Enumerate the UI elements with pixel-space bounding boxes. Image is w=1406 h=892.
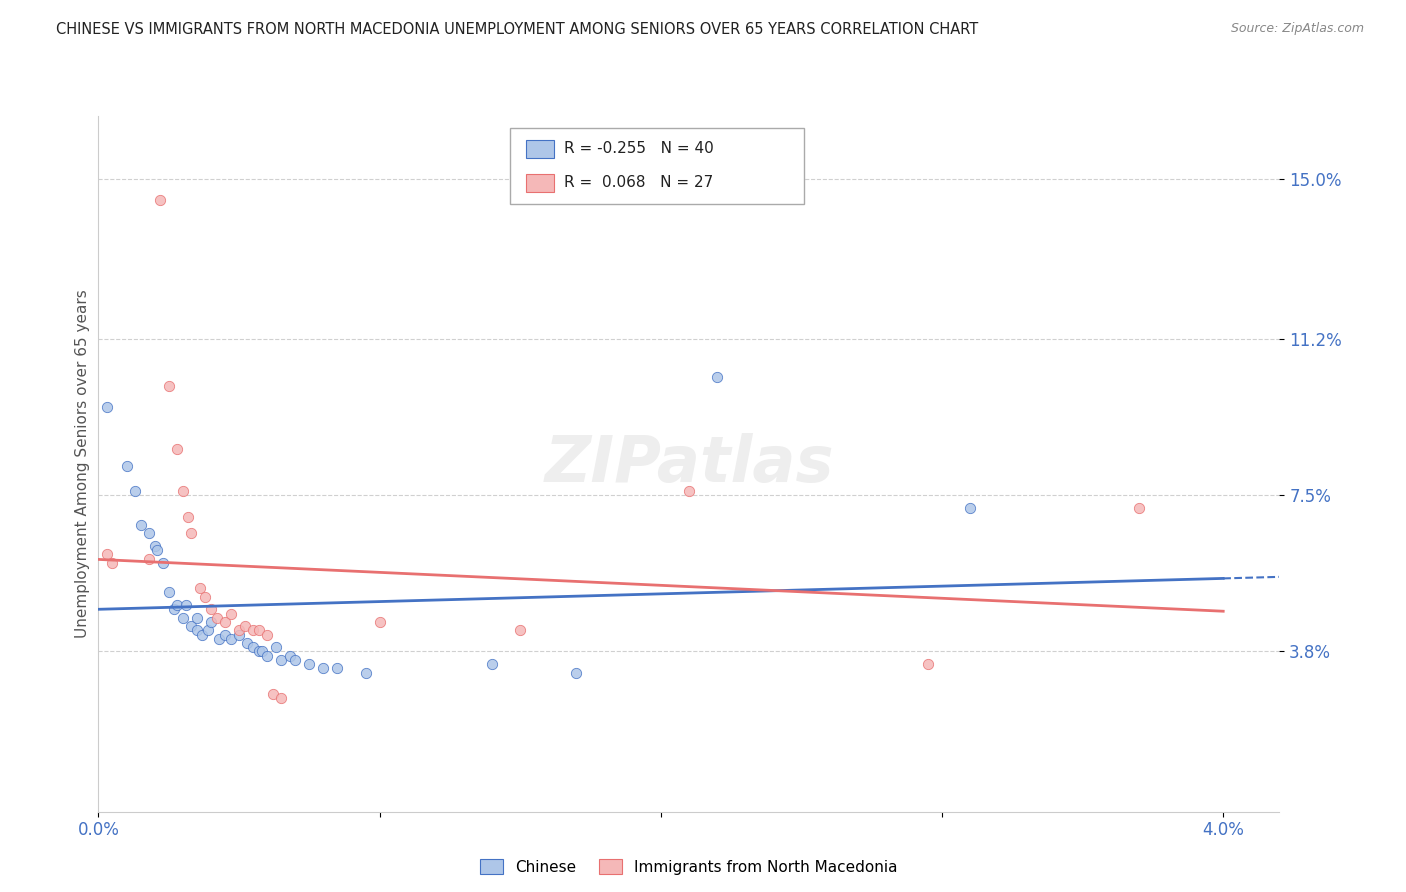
Point [115,458,138,473]
Y-axis label: Unemployment Among Seniors over 65 years: Unemployment Among Seniors over 65 years [75,290,90,638]
Point [188,581,211,595]
Legend: Chinese, Immigrants from North Macedonia: Chinese, Immigrants from North Macedonia [474,853,904,880]
Point [256,648,278,663]
Point [250,644,273,658]
Point [481,657,503,672]
Point [270,653,292,667]
Point [298,657,321,672]
Point [143,539,166,553]
Point [264,640,287,655]
Point [96,400,118,414]
Point [138,551,160,566]
Point [200,615,222,629]
Point [157,585,180,599]
Point [228,624,250,638]
Point [149,194,172,208]
Point [312,661,335,675]
Point [242,624,264,638]
Point [233,619,256,633]
Point [959,501,981,516]
Point [166,598,188,612]
Point [208,632,231,646]
Point [174,598,197,612]
Point [129,518,152,533]
Point [200,602,222,616]
Point [205,611,228,625]
Point [172,484,194,499]
Point [152,556,174,570]
Point [509,624,531,638]
Point [278,648,301,663]
Point [186,611,208,625]
Point [146,543,169,558]
Point [228,627,250,641]
Point [262,687,284,701]
Point [1128,501,1150,516]
Text: Source: ZipAtlas.com: Source: ZipAtlas.com [1230,22,1364,36]
Text: R = -0.255   N = 40: R = -0.255 N = 40 [564,142,714,156]
Point [565,665,588,680]
Point [186,624,208,638]
Text: CHINESE VS IMMIGRANTS FROM NORTH MACEDONIA UNEMPLOYMENT AMONG SENIORS OVER 65 YE: CHINESE VS IMMIGRANTS FROM NORTH MACEDON… [56,22,979,37]
Point [163,602,186,616]
Point [270,690,292,705]
Point [247,644,270,658]
Point [256,627,278,641]
Point [177,509,200,524]
Point [247,624,270,638]
Point [284,653,307,667]
Point [236,636,259,650]
Point [101,556,124,570]
Point [242,640,264,655]
Point [180,619,202,633]
Point [219,632,242,646]
Point [197,624,219,638]
Point [706,370,728,384]
Point [96,548,118,562]
Point [191,627,214,641]
Point [219,607,242,621]
Point [214,615,236,629]
Point [368,615,391,629]
Point [172,611,194,625]
Point [138,526,160,541]
Text: R =  0.068   N = 27: R = 0.068 N = 27 [564,176,713,190]
Point [917,657,939,672]
Point [124,484,146,499]
Point [678,484,700,499]
Point [166,442,188,456]
Point [326,661,349,675]
Point [194,590,217,604]
Point [180,526,202,541]
Point [157,379,180,393]
Point [214,627,236,641]
Point [354,665,377,680]
Text: ZIPatlas: ZIPatlas [544,433,834,495]
